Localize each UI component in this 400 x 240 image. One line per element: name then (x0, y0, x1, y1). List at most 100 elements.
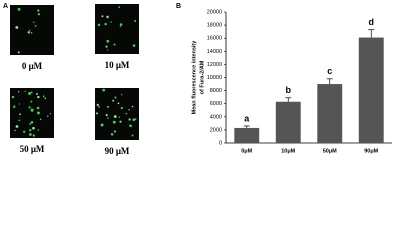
error-bar (285, 97, 292, 102)
cell (128, 109, 130, 111)
cell (15, 25, 19, 29)
cell (107, 49, 109, 51)
panel-label: A (3, 3, 8, 10)
cell (15, 125, 19, 128)
cell (32, 126, 35, 130)
bar (275, 101, 301, 143)
significance-letter: a (244, 113, 250, 123)
cell (113, 115, 117, 118)
cell (129, 124, 133, 128)
cell (13, 105, 16, 108)
cell (121, 106, 124, 109)
cell (106, 15, 109, 19)
cell (119, 120, 122, 123)
cell (29, 128, 32, 132)
cell (14, 129, 16, 132)
cell (36, 106, 40, 110)
cell (107, 117, 109, 119)
y-tick-label: 10000 (207, 75, 222, 81)
y-tick-label: 18000 (207, 23, 222, 29)
cell (35, 93, 38, 95)
page: A B 0 μM 10 μM 50 μM 90 μM 0 2000 4000 6000 8000… (3, 2, 392, 157)
cell (28, 133, 32, 136)
cell (96, 103, 99, 107)
cell (19, 113, 21, 116)
cell (110, 132, 114, 136)
cell (128, 118, 131, 121)
y-tick-label: 6000 (210, 101, 222, 107)
cell (132, 44, 136, 47)
panel-label: B (176, 3, 181, 10)
y-axis-label: of Fura-2/AM (199, 60, 205, 94)
cell (42, 95, 45, 98)
cell (30, 109, 34, 112)
caption: 50 μM (20, 144, 45, 154)
y-tick-label: 2000 (210, 127, 222, 133)
bar (234, 127, 260, 143)
cell (113, 43, 116, 46)
cell (101, 15, 104, 18)
micrograph (95, 4, 139, 54)
cell (34, 25, 37, 27)
y-tick-label: 20000 (207, 9, 222, 15)
y-tick-label: 0 (219, 140, 222, 146)
cell (132, 118, 136, 122)
cell (11, 95, 15, 99)
cell (24, 90, 26, 92)
bar (358, 37, 384, 143)
cell (33, 21, 35, 23)
cell (118, 116, 120, 118)
error-bar (243, 125, 250, 128)
cell (119, 25, 122, 27)
cell (104, 22, 107, 26)
micrographs (10, 4, 139, 140)
bar (317, 84, 343, 143)
y-tick-label: 4000 (210, 114, 222, 120)
cell (95, 112, 99, 115)
cell (112, 120, 116, 124)
x-tick-label: 50μM (323, 148, 337, 154)
x-tick-label: 90μM (364, 148, 378, 154)
cell (131, 134, 134, 137)
y-axis-label: Mean fluorescence intensity (191, 40, 197, 115)
cell (30, 32, 33, 34)
cell (17, 7, 21, 11)
x-tick-label: 0μM (241, 148, 252, 154)
cell (105, 45, 108, 48)
cell (30, 100, 33, 103)
cell (47, 115, 49, 117)
caption: 10 μM (105, 60, 130, 70)
cell (131, 105, 134, 108)
significance-letter: d (369, 17, 375, 27)
cell (97, 23, 101, 27)
cell (110, 21, 112, 23)
cell (105, 113, 108, 117)
cell (121, 94, 123, 96)
cell (37, 9, 40, 12)
cell (117, 102, 120, 105)
cell (28, 106, 31, 109)
cell (101, 123, 104, 126)
y-tick-label: 14000 (207, 49, 222, 55)
cell (112, 99, 115, 102)
cell (106, 39, 110, 43)
cell (125, 112, 128, 115)
cell (49, 113, 52, 115)
y-tick-label: 8000 (210, 88, 222, 94)
cell (18, 119, 21, 122)
x-tick-label: 10μM (281, 148, 295, 154)
cell (29, 29, 31, 31)
caption: 90 μM (105, 146, 130, 156)
cell (114, 96, 117, 99)
cell (27, 31, 30, 34)
cell (134, 118, 137, 121)
significance-letter: b (286, 85, 292, 95)
cell (44, 97, 47, 100)
cell (39, 118, 42, 121)
cell (17, 51, 20, 54)
cell (102, 88, 106, 92)
cell (30, 121, 34, 124)
caption: 0 μM (22, 61, 43, 71)
cell (118, 6, 121, 8)
cell (29, 123, 31, 125)
